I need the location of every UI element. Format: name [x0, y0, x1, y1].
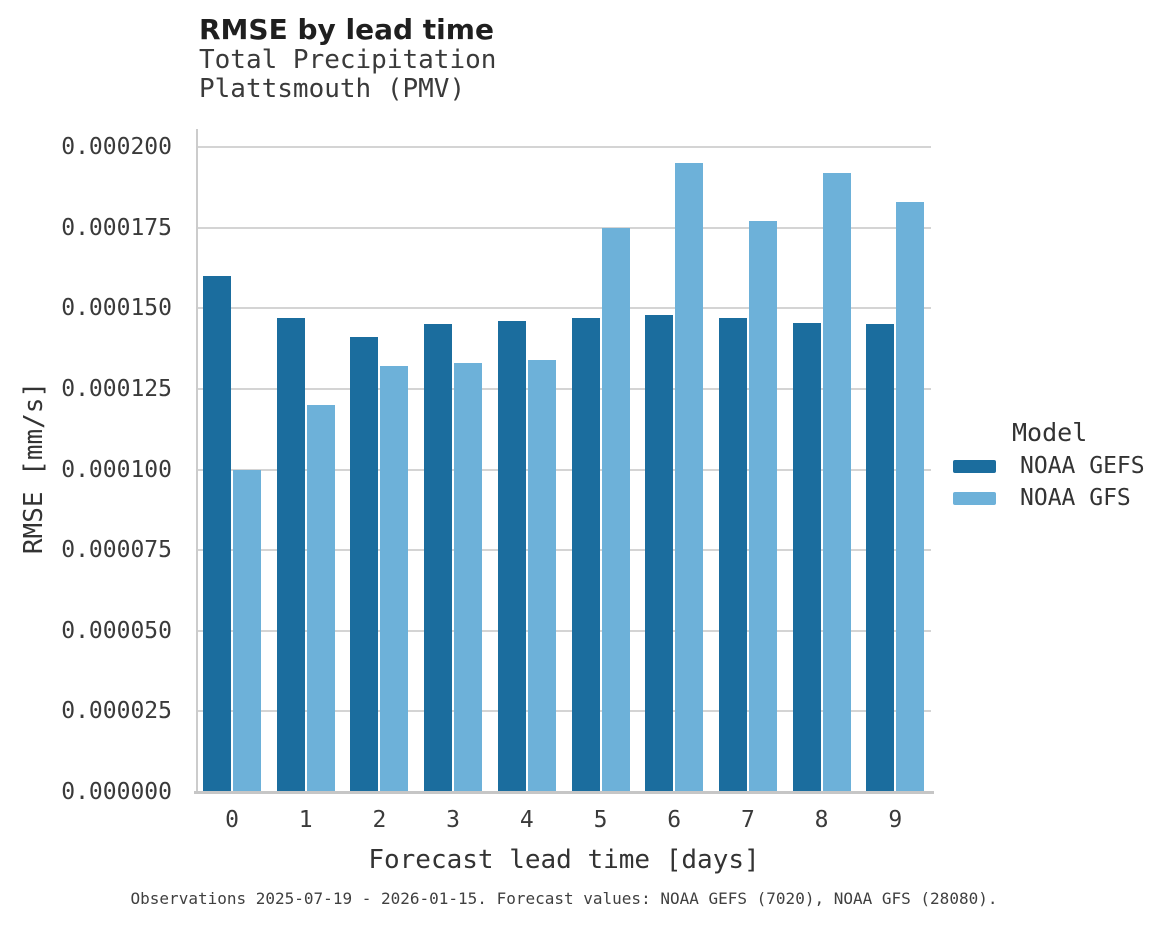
- gridline-0.000150: [197, 307, 931, 310]
- x-tick-label-3: 3: [446, 807, 461, 833]
- bar-noaa-gefs-lead-2: [350, 337, 379, 792]
- chart-header: RMSE by lead time Total Precipitation Pl…: [199, 14, 496, 104]
- bar-noaa-gefs-lead-5: [571, 318, 600, 792]
- chart-title: RMSE by lead time: [199, 13, 494, 46]
- y-tick-label: 0.000200: [61, 134, 172, 161]
- bar-noaa-gfs-lead-2: [380, 366, 409, 792]
- chart-subtitle-station: Plattsmouth (PMV): [199, 74, 466, 104]
- x-tick-label-8: 8: [814, 807, 829, 833]
- x-axis-spine: [194, 791, 934, 794]
- x-tick-label-2: 2: [372, 807, 387, 833]
- plot-area: [194, 129, 934, 794]
- bar-noaa-gefs-lead-0: [203, 276, 231, 792]
- x-tick-label-4: 4: [519, 807, 534, 833]
- legend-swatch-icon: [953, 491, 996, 505]
- bar-noaa-gfs-lead-8: [822, 172, 851, 792]
- y-axis-spine: [196, 129, 198, 792]
- gridline-0.000025: [197, 710, 931, 713]
- x-tick-label-6: 6: [667, 807, 682, 833]
- bar-noaa-gfs-lead-4: [527, 359, 556, 792]
- gridline-0.000100: [197, 468, 931, 471]
- legend-title: Model: [1012, 418, 1088, 447]
- gridline-0.000075: [197, 549, 931, 552]
- y-tick-label: 0.000150: [61, 295, 172, 322]
- x-tick-label-1: 1: [298, 807, 313, 833]
- legend-swatch-icon: [953, 459, 996, 473]
- x-tick-label-7: 7: [740, 807, 755, 833]
- bar-noaa-gefs-lead-6: [645, 314, 674, 792]
- y-tick-label: 0.000100: [61, 456, 172, 483]
- chart-subtitle-variable: Total Precipitation: [199, 45, 497, 75]
- y-tick-label: 0.000000: [61, 779, 172, 805]
- caption: Observations 2025-07-19 - 2026-01-15. Fo…: [130, 889, 998, 908]
- bar-noaa-gefs-lead-9: [866, 324, 895, 792]
- legend-entry-noaa-gfs: NOAA GFS: [953, 482, 1145, 514]
- bar-noaa-gfs-lead-0: [233, 469, 261, 792]
- bar-noaa-gfs-lead-5: [601, 227, 630, 792]
- legend-entries: NOAA GEFS NOAA GFS: [953, 450, 1145, 514]
- bar-noaa-gfs-lead-3: [454, 363, 483, 792]
- x-tick-label-5: 5: [593, 807, 608, 833]
- y-tick-label: 0.000050: [61, 617, 172, 644]
- legend-label: NOAA GFS: [1020, 485, 1131, 511]
- y-tick-label: 0.000125: [61, 375, 172, 402]
- gridline-0.000125: [197, 387, 931, 390]
- x-tick-label-9: 9: [888, 807, 903, 833]
- legend-entry-noaa-gefs: NOAA GEFS: [953, 450, 1145, 482]
- gridline-0.000200: [197, 146, 931, 149]
- y-tick-label: 0.000025: [61, 698, 172, 725]
- legend: Model NOAA GEFS NOAA GFS: [953, 418, 1145, 514]
- bar-noaa-gefs-lead-7: [718, 318, 747, 792]
- gridline-0.000175: [197, 226, 931, 229]
- bar-noaa-gefs-lead-4: [497, 321, 526, 792]
- bar-noaa-gefs-lead-8: [792, 322, 821, 792]
- bar-noaa-gfs-lead-1: [306, 405, 335, 792]
- bar-noaa-gefs-lead-3: [424, 324, 453, 792]
- x-axis-title: Forecast lead time [days]: [368, 845, 760, 875]
- y-tick-label: 0.000075: [61, 537, 172, 564]
- legend-label: NOAA GEFS: [1020, 453, 1145, 479]
- bar-noaa-gfs-lead-9: [896, 201, 925, 792]
- y-tick-label: 0.000175: [61, 214, 172, 241]
- bar-noaa-gfs-lead-7: [748, 221, 777, 792]
- x-tick-label-0: 0: [225, 807, 239, 833]
- gridline-0.000050: [197, 629, 931, 632]
- bar-noaa-gfs-lead-6: [675, 163, 704, 792]
- bar-noaa-gefs-lead-1: [276, 318, 305, 792]
